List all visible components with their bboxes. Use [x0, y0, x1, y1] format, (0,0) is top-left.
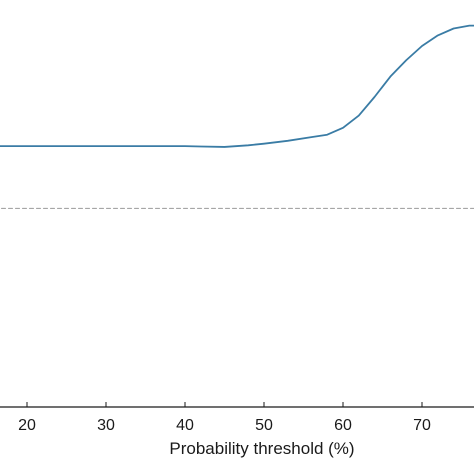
x-ticks: 20 30 40 50 60 70 [18, 402, 431, 434]
x-axis-title: Probability threshold (%) [169, 439, 354, 458]
x-tick-label: 40 [176, 417, 194, 434]
x-tick-label: 70 [413, 417, 431, 434]
series-line-1 [0, 24, 474, 148]
x-tick-label: 30 [97, 417, 115, 434]
x-tick-label: 60 [334, 417, 352, 434]
series-layer [0, 24, 474, 209]
x-tick-label: 20 [18, 417, 36, 434]
x-tick-label: 50 [255, 417, 273, 434]
